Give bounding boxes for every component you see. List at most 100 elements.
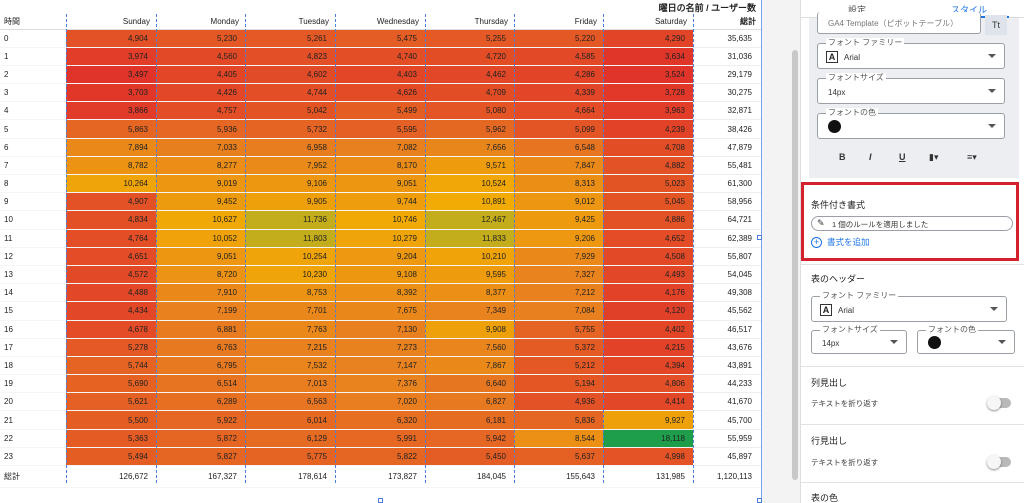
row-total-cell: 64,721 (693, 210, 762, 230)
column-wrap-toggle[interactable] (987, 396, 1011, 410)
table-row: 12 4,651 9,051 10,254 9,204 10,210 7,929 4,508 5… (0, 247, 762, 266)
chevron-down-icon (988, 89, 996, 93)
value-cell: 7,082 (335, 138, 425, 157)
value-cell: 4,403 (335, 65, 425, 85)
header-font-size-select[interactable]: フォントサイズ 14px (811, 325, 907, 354)
header-font-family-select[interactable]: フォント ファミリー A Arial (811, 291, 1007, 322)
total-column-header[interactable]: 総計 (693, 14, 762, 30)
value-cell: 5,372 (514, 338, 603, 357)
day-column-header[interactable]: Sunday (66, 14, 156, 30)
value-cell: 7,273 (335, 338, 425, 357)
chevron-down-icon (890, 340, 898, 344)
table-row: 2 3,497 4,405 4,602 4,403 4,462 4,286 3,524 29,1… (0, 65, 762, 85)
value-cell: 7,013 (245, 374, 335, 394)
row-total-cell: 54,045 (693, 265, 762, 285)
font-family-select[interactable]: フォント ファミリー A Arial (817, 38, 1005, 69)
row-total-cell: 38,426 (693, 119, 762, 139)
value-cell: 5,836 (514, 410, 603, 430)
properties-panel: 設定 スタイル GA4 Template（ピボットテーブル） Tt フォント フ… (800, 0, 1024, 503)
day-column-header[interactable]: Thursday (425, 14, 514, 30)
font-color-select[interactable]: フォントの色 (817, 108, 1005, 139)
day-column-header[interactable]: Wednesday (335, 14, 425, 30)
value-cell: 6,827 (425, 392, 514, 412)
hour-cell: 19 (0, 374, 66, 394)
tab-style[interactable]: スタイル (950, 5, 987, 15)
value-cell: 9,206 (514, 229, 603, 248)
value-cell: 6,563 (245, 392, 335, 412)
text-style-button[interactable]: Tt (985, 15, 1007, 35)
row-total-cell: 44,233 (693, 374, 762, 394)
value-cell: 5,595 (335, 119, 425, 139)
value-cell: 9,744 (335, 192, 425, 212)
value-cell: 4,493 (603, 265, 693, 285)
value-cell: 5,637 (514, 447, 603, 467)
value-cell: 5,475 (335, 29, 425, 48)
value-cell: 4,907 (66, 192, 156, 212)
day-column-header[interactable]: Tuesday (245, 14, 335, 30)
value-cell: 4,882 (603, 156, 693, 176)
underline-button[interactable]: U (899, 152, 906, 162)
value-cell: 5,872 (156, 429, 245, 448)
table-row: 22 5,363 5,872 6,129 5,991 5,942 8,544 18,118 55… (0, 429, 762, 448)
header-font-color-select[interactable]: フォントの色 (917, 325, 1015, 354)
value-cell: 7,952 (245, 156, 335, 176)
value-cell: 5,942 (425, 429, 514, 448)
font-icon: A (820, 304, 832, 316)
hour-column-header[interactable]: 時間 (0, 14, 66, 30)
italic-button[interactable]: I (869, 152, 872, 162)
conditional-rule-chip[interactable]: ✎ 1 個のルールを適用しました (811, 216, 1013, 231)
day-column-header[interactable]: Friday (514, 14, 603, 30)
hour-cell: 6 (0, 138, 66, 157)
value-cell: 5,922 (156, 410, 245, 430)
hour-cell: 4 (0, 101, 66, 121)
value-cell: 4,462 (425, 65, 514, 85)
value-cell: 5,775 (245, 447, 335, 467)
value-cell: 4,936 (514, 392, 603, 412)
day-column-header[interactable]: Saturday (603, 14, 693, 30)
header-font-color-swatch (928, 336, 941, 349)
chevron-down-icon (990, 307, 998, 311)
resize-handle-corner[interactable] (757, 498, 762, 503)
value-cell: 5,494 (66, 447, 156, 467)
value-cell: 4,602 (245, 65, 335, 85)
theme-select[interactable]: GA4 Template（ピボットテーブル） (817, 12, 981, 34)
value-cell: 4,998 (603, 447, 693, 467)
value-cell: 5,690 (66, 374, 156, 394)
value-cell: 3,728 (603, 83, 693, 103)
font-color-swatch (828, 120, 841, 133)
font-icon: A (826, 51, 838, 63)
row-total-cell: 43,676 (693, 338, 762, 357)
add-format-button[interactable]: + 書式を追加 (811, 236, 870, 248)
value-cell: 5,863 (66, 119, 156, 139)
day-column-header[interactable]: Monday (156, 14, 245, 30)
value-cell: 6,795 (156, 356, 245, 376)
tab-setup[interactable]: 設定 (847, 5, 866, 15)
hour-cell: 16 (0, 320, 66, 339)
value-cell: 4,823 (245, 47, 335, 66)
value-cell: 6,548 (514, 138, 603, 157)
resize-handle-right[interactable] (757, 235, 762, 240)
section-divider (801, 424, 1024, 425)
value-cell: 4,626 (335, 83, 425, 103)
value-cell: 5,822 (335, 447, 425, 467)
chevron-down-icon (988, 124, 996, 128)
value-cell: 6,129 (245, 429, 335, 448)
value-cell: 4,215 (603, 338, 693, 357)
hour-cell: 13 (0, 265, 66, 285)
pivot-table-chart[interactable]: 曜日の名前 / ユーザー数 時間 Sunday Monday Tuesday Wedne… (0, 0, 762, 503)
value-cell: 9,051 (156, 247, 245, 266)
canvas-scrollbar[interactable] (792, 50, 798, 480)
value-cell: 5,450 (425, 447, 514, 467)
value-cell: 4,806 (603, 374, 693, 394)
value-cell: 11,736 (245, 210, 335, 230)
font-size-select[interactable]: フォントサイズ 14px (817, 73, 1005, 104)
value-cell: 4,678 (66, 320, 156, 339)
fill-color-button[interactable]: ▮▾ (929, 152, 939, 162)
row-wrap-toggle[interactable] (987, 455, 1011, 469)
resize-handle-bottom[interactable] (378, 498, 383, 503)
align-button[interactable]: ≡▾ (967, 152, 977, 162)
value-cell: 4,834 (66, 210, 156, 230)
conditional-format-title: 条件付き書式 (811, 200, 866, 210)
bold-button[interactable]: B (839, 152, 846, 162)
value-cell: 4,764 (66, 229, 156, 248)
